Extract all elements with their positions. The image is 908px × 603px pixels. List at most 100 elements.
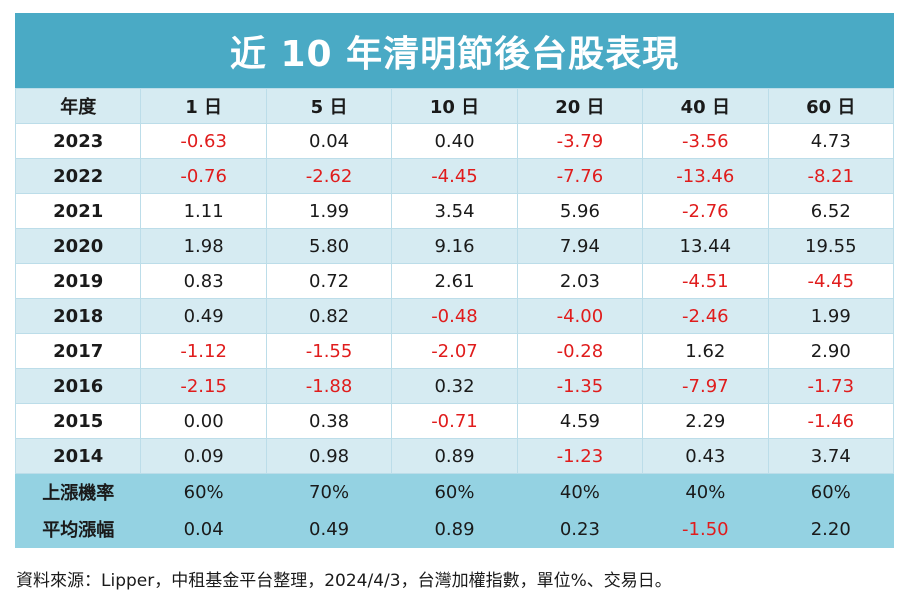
returns-table: 年度 1 日 5 日 10 日 20 日 40 日 60 日 2023 -0.63… bbox=[14, 88, 895, 548]
table-cell: -7.76 bbox=[516, 158, 644, 194]
table-cell: 3.54 bbox=[391, 193, 518, 229]
table-cell: 5.80 bbox=[265, 228, 393, 264]
column-header: 10 日 bbox=[391, 88, 518, 124]
row-label: 2015 bbox=[14, 403, 142, 439]
table-cell: -4.45 bbox=[391, 158, 518, 194]
row-label: 2019 bbox=[14, 263, 142, 299]
table-cell: -2.76 bbox=[642, 193, 769, 229]
source-note: 資料來源：Lipper，中租基金平台整理，2024/4/3，台灣加權指數，單位%… bbox=[16, 571, 672, 591]
table-cell: 40% bbox=[642, 473, 769, 511]
table-row: 2022 -0.76 -2.62 -4.45 -7.76 -13.46 -8.21 bbox=[14, 158, 895, 194]
table-row: 2021 1.11 1.99 3.54 5.96 -2.76 6.52 bbox=[14, 193, 895, 229]
table-cell: -2.46 bbox=[642, 298, 769, 334]
row-label: 2014 bbox=[14, 438, 142, 474]
table-row: 2014 0.09 0.98 0.89 -1.23 0.43 3.74 bbox=[14, 438, 895, 474]
table-cell: 2.29 bbox=[642, 403, 769, 439]
table-cell: -4.51 bbox=[642, 263, 769, 299]
row-label: 平均漲幅 bbox=[14, 510, 142, 548]
table-cell: 0.04 bbox=[140, 510, 267, 548]
table-cell: 0.43 bbox=[642, 438, 769, 474]
column-header: 40 日 bbox=[642, 88, 769, 124]
column-header: 20 日 bbox=[516, 88, 644, 124]
column-header: 年度 bbox=[14, 88, 142, 124]
table-cell: 2.03 bbox=[516, 263, 644, 299]
table-cell: 0.40 bbox=[391, 123, 518, 159]
header-row: 年度 1 日 5 日 10 日 20 日 40 日 60 日 bbox=[14, 88, 895, 124]
row-label: 2017 bbox=[14, 333, 142, 369]
table-cell: 0.23 bbox=[516, 510, 644, 548]
table-cell: 1.98 bbox=[140, 228, 267, 264]
table-cell: 0.72 bbox=[265, 263, 393, 299]
table-cell: 0.98 bbox=[265, 438, 393, 474]
table-cell: -2.62 bbox=[265, 158, 393, 194]
row-label: 2021 bbox=[14, 193, 142, 229]
column-header: 60 日 bbox=[767, 88, 895, 124]
table-cell: -7.97 bbox=[642, 368, 769, 404]
table-cell: -3.56 bbox=[642, 123, 769, 159]
table-cell: 60% bbox=[767, 473, 895, 511]
table-cell: 0.04 bbox=[265, 123, 393, 159]
table-cell: -0.71 bbox=[391, 403, 518, 439]
table-cell: -1.50 bbox=[642, 510, 769, 548]
row-label: 2020 bbox=[14, 228, 142, 264]
table-cell: 0.49 bbox=[265, 510, 393, 548]
column-header: 1 日 bbox=[140, 88, 267, 124]
table-cell: 4.59 bbox=[516, 403, 644, 439]
table-cell: 9.16 bbox=[391, 228, 518, 264]
table-cell: 0.83 bbox=[140, 263, 267, 299]
table-cell: 0.89 bbox=[391, 510, 518, 548]
table-row: 2017 -1.12 -1.55 -2.07 -0.28 1.62 2.90 bbox=[14, 333, 895, 369]
table-cell: -0.48 bbox=[391, 298, 518, 334]
table-cell: 1.62 bbox=[642, 333, 769, 369]
table-cell: 6.52 bbox=[767, 193, 895, 229]
column-header: 5 日 bbox=[265, 88, 393, 124]
table-cell: -13.46 bbox=[642, 158, 769, 194]
table-cell: -0.63 bbox=[140, 123, 267, 159]
row-label: 2022 bbox=[14, 158, 142, 194]
row-label: 2016 bbox=[14, 368, 142, 404]
table-cell: 40% bbox=[516, 473, 644, 511]
table-cell: 7.94 bbox=[516, 228, 644, 264]
table-cell: -1.73 bbox=[767, 368, 895, 404]
table-row: 2016 -2.15 -1.88 0.32 -1.35 -7.97 -1.73 bbox=[14, 368, 895, 404]
table-cell: 0.38 bbox=[265, 403, 393, 439]
table-row: 2020 1.98 5.80 9.16 7.94 13.44 19.55 bbox=[14, 228, 895, 264]
row-label: 上漲機率 bbox=[14, 473, 142, 511]
table-title: 近 10 年清明節後台股表現 bbox=[15, 13, 894, 88]
table-cell: -4.00 bbox=[516, 298, 644, 334]
table-cell: 70% bbox=[265, 473, 393, 511]
table-cell: 1.99 bbox=[265, 193, 393, 229]
table-cell: -1.55 bbox=[265, 333, 393, 369]
table-cell: 2.61 bbox=[391, 263, 518, 299]
summary-row: 平均漲幅 0.04 0.49 0.89 0.23 -1.50 2.20 bbox=[14, 510, 895, 548]
table-cell: 0.82 bbox=[265, 298, 393, 334]
table-cell: 5.96 bbox=[516, 193, 644, 229]
table-cell: 1.99 bbox=[767, 298, 895, 334]
table-cell: 0.00 bbox=[140, 403, 267, 439]
table-cell: 4.73 bbox=[767, 123, 895, 159]
table-cell: 0.09 bbox=[140, 438, 267, 474]
table-row: 2018 0.49 0.82 -0.48 -4.00 -2.46 1.99 bbox=[14, 298, 895, 334]
table-row: 2023 -0.63 0.04 0.40 -3.79 -3.56 4.73 bbox=[14, 123, 895, 159]
table-cell: -1.23 bbox=[516, 438, 644, 474]
table-cell: 0.89 bbox=[391, 438, 518, 474]
table-cell: 19.55 bbox=[767, 228, 895, 264]
summary-row: 上漲機率 60% 70% 60% 40% 40% 60% bbox=[14, 473, 895, 511]
row-label: 2023 bbox=[14, 123, 142, 159]
table-cell: -8.21 bbox=[767, 158, 895, 194]
table-row: 2019 0.83 0.72 2.61 2.03 -4.51 -4.45 bbox=[14, 263, 895, 299]
table-cell: -1.12 bbox=[140, 333, 267, 369]
table-cell: 13.44 bbox=[642, 228, 769, 264]
table-cell: -0.28 bbox=[516, 333, 644, 369]
table-cell: 1.11 bbox=[140, 193, 267, 229]
table-row: 2015 0.00 0.38 -0.71 4.59 2.29 -1.46 bbox=[14, 403, 895, 439]
table-cell: 2.90 bbox=[767, 333, 895, 369]
table-cell: -3.79 bbox=[516, 123, 644, 159]
table-cell: -1.88 bbox=[265, 368, 393, 404]
table-cell: 0.32 bbox=[391, 368, 518, 404]
table-cell: 0.49 bbox=[140, 298, 267, 334]
table-cell: -0.76 bbox=[140, 158, 267, 194]
row-label: 2018 bbox=[14, 298, 142, 334]
table-cell: -2.15 bbox=[140, 368, 267, 404]
table-cell: 60% bbox=[140, 473, 267, 511]
